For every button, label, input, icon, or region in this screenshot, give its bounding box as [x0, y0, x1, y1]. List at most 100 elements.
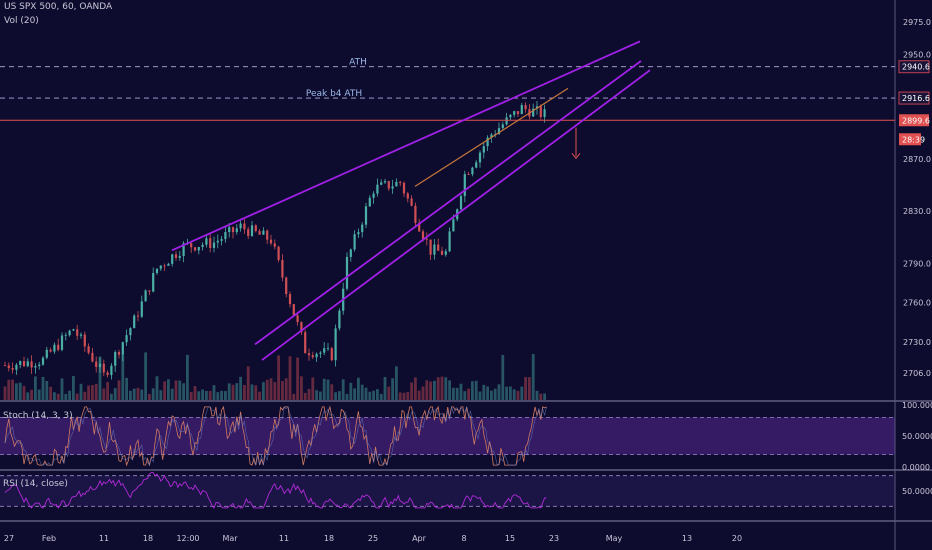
volume-bar [376, 389, 379, 400]
level-annotation: Peak b4 ATH [306, 89, 362, 99]
candle-body [429, 239, 432, 255]
price-axis: 2975.0 2950.0 2870.0 2830.0 2790.0 2760.0 2730… [898, 18, 932, 496]
candle-body [212, 242, 216, 248]
candle-body [133, 315, 136, 329]
price-tick-label: 2790.0 [903, 259, 931, 268]
volume-bar [269, 378, 273, 400]
volume-bar [482, 384, 486, 400]
volume-bar [322, 378, 326, 400]
candle-body [463, 174, 466, 197]
candle-body [250, 225, 254, 236]
candle-body [326, 348, 330, 350]
time-tick-label: 13 [682, 534, 692, 543]
time-tick-label: 8 [461, 534, 466, 543]
volume-bar [421, 386, 425, 400]
stoch-d-line [4, 405, 547, 466]
candle-body [440, 250, 444, 255]
volume-bar [216, 392, 220, 400]
volume-bar [64, 393, 68, 400]
volume-bar [471, 381, 474, 400]
candle-body [414, 205, 417, 223]
candle-body [539, 106, 542, 117]
volume-bar [410, 382, 413, 400]
volume-bar [429, 381, 432, 400]
price-tick-label: 2760.0 [903, 299, 931, 308]
volume-bar [459, 383, 463, 400]
volume-bar [98, 356, 102, 400]
candle-body [471, 167, 474, 175]
arrow-head [571, 152, 581, 160]
volume-bar [387, 386, 391, 400]
volume-bar [379, 393, 383, 400]
candle-body [205, 238, 208, 245]
volume-bar [83, 391, 87, 400]
candle-body [68, 330, 71, 336]
candle-body [437, 244, 440, 251]
volume-bar [68, 390, 71, 400]
volume-bar [197, 391, 201, 400]
volume-bar [277, 355, 280, 400]
volume-bar [452, 387, 455, 400]
candle-body [167, 263, 170, 266]
volume-bar [250, 384, 254, 400]
volume-bar [349, 382, 353, 400]
volume-bar [254, 385, 258, 400]
candle-body [395, 181, 398, 187]
volume-bar [357, 377, 360, 400]
volume-bar [512, 389, 516, 400]
time-tick-label: Apr [412, 534, 427, 543]
candle-body [159, 265, 162, 269]
candle-body [277, 246, 280, 260]
stoch-tick-label: 50.0000 [902, 432, 932, 441]
volume-bar [106, 382, 109, 400]
wedge-trendline [261, 69, 651, 361]
candle-body [543, 109, 546, 117]
candle-body [57, 344, 60, 350]
orange-trendline [414, 87, 569, 187]
candle-body [353, 234, 356, 250]
volume-bar [364, 387, 368, 400]
volume-bar [406, 391, 410, 400]
candle-body [482, 146, 485, 153]
volume-bar [486, 386, 489, 400]
level-price-label: 2940.6 [902, 63, 930, 72]
wedge-trendline [171, 40, 641, 252]
candle-body [323, 348, 326, 353]
volume-bar [535, 390, 539, 400]
volume-bar [189, 391, 193, 400]
candle-body [330, 348, 333, 361]
volume-bar [516, 390, 520, 400]
candle-body [83, 334, 86, 347]
candle-body [182, 243, 185, 257]
volume-bar [300, 376, 303, 400]
volume-bar [543, 393, 546, 400]
volume-bar [307, 388, 311, 400]
wedge-trendline [254, 60, 642, 346]
candle-body [509, 114, 512, 118]
volume-bar [490, 390, 493, 400]
candle-body [220, 239, 223, 241]
time-tick-label: 11 [279, 534, 289, 543]
candle-body [387, 181, 390, 189]
countdown-label: 28:39 [902, 135, 925, 144]
volume-bar [34, 376, 37, 400]
candle-body [486, 137, 489, 147]
candle-body [228, 227, 231, 233]
volume-bar [231, 384, 235, 400]
candle-body [254, 225, 257, 232]
candle-body [247, 229, 250, 236]
candle-body [497, 128, 501, 135]
candle-body [532, 108, 535, 117]
volume-bar [3, 386, 7, 400]
volume-bar [284, 378, 288, 400]
volume-bar [117, 380, 121, 400]
candle-body [98, 363, 102, 367]
candle-body [349, 249, 352, 257]
volume-bar [11, 379, 14, 400]
candle-body [433, 244, 436, 255]
volume-bar [448, 380, 451, 400]
volume-bar [56, 393, 60, 400]
candle-body [524, 105, 527, 110]
trend-drawings: ATH Peak b4 ATH [0, 40, 895, 361]
